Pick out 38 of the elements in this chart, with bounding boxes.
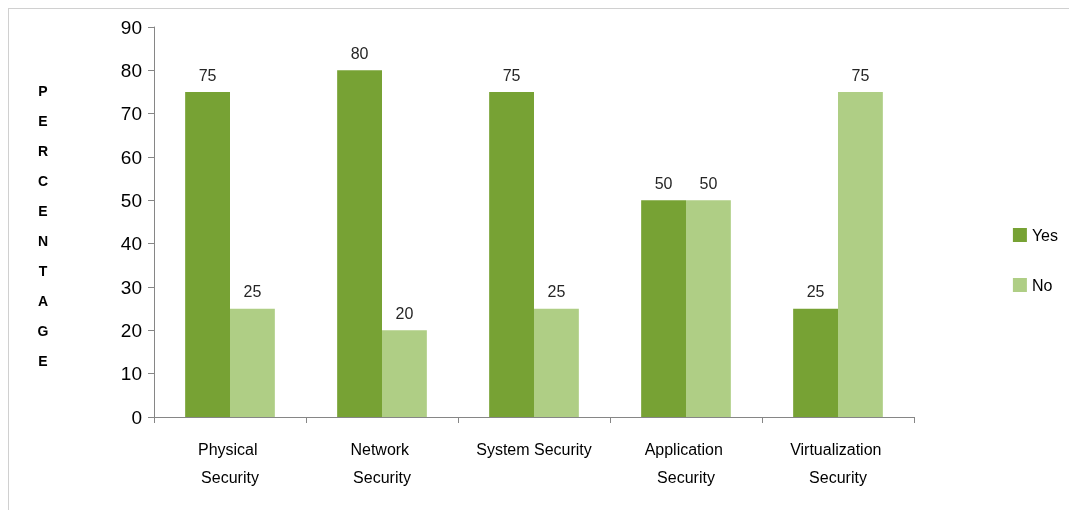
bar	[337, 70, 382, 417]
bar	[641, 200, 686, 417]
bar	[489, 92, 534, 417]
data-label: 80	[350, 44, 369, 62]
data-label: 25	[806, 283, 825, 301]
data-label: 25	[547, 283, 566, 301]
data-label: 50	[699, 174, 718, 192]
y-tick-label: 60	[120, 146, 142, 168]
bar	[534, 308, 579, 417]
bar	[793, 308, 838, 417]
y-tick-label: 70	[120, 103, 142, 125]
data-label: 75	[502, 66, 521, 84]
data-label: 75	[198, 66, 217, 84]
legend-label: No	[1031, 276, 1053, 294]
y-tick-label: 50	[120, 189, 142, 211]
x-tick-label: System Security	[476, 440, 592, 458]
data-label: 20	[395, 304, 414, 322]
data-label: 50	[654, 174, 673, 192]
x-tick-label: Application Security	[644, 440, 728, 486]
data-label: 75	[851, 66, 870, 84]
legend-label: Yes	[1031, 226, 1059, 244]
y-tick-label: 40	[120, 233, 142, 255]
y-tick-label: 90	[120, 16, 142, 38]
bar	[382, 330, 427, 417]
bar	[838, 92, 883, 417]
text: PERCENTAGE	[37, 83, 49, 369]
y-tick-label: 0	[131, 406, 142, 428]
y-tick-label: 20	[120, 319, 142, 341]
data-label: 25	[243, 283, 262, 301]
y-tick-label: 80	[120, 59, 142, 81]
y-tick-label: 10	[120, 363, 142, 385]
bar	[230, 308, 275, 417]
bar	[185, 92, 230, 417]
y-tick-label: 30	[120, 276, 142, 298]
x-tick-label: Virtualization Security	[790, 440, 886, 486]
x-tick-label: Physical Security	[197, 440, 263, 486]
bar	[686, 200, 731, 417]
x-tick-label: Network Security	[350, 440, 414, 486]
